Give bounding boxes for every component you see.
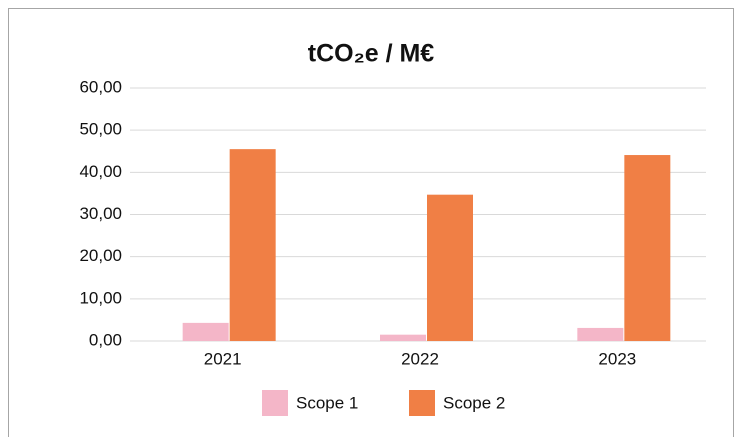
bar [427,194,473,341]
chart-title: tCO₂e / M€ [308,40,435,68]
bar [380,334,426,341]
legend-swatch [409,390,435,416]
x-tick-label: 2023 [598,349,636,368]
y-tick-label: 50,00 [79,120,122,139]
chart-border [8,8,734,437]
legend-swatch [262,390,288,416]
legend-label: Scope 2 [443,393,505,412]
bar [577,327,624,341]
y-tick-label: 40,00 [79,162,122,181]
bar [624,155,671,341]
y-tick-label: 60,00 [79,77,122,96]
y-tick-label: 10,00 [79,288,122,307]
bar [182,322,229,341]
x-tick-label: 2021 [204,349,242,368]
y-tick-label: 20,00 [79,246,122,265]
legend-label: Scope 1 [296,393,358,412]
y-tick-label: 0,00 [89,330,122,349]
bar [229,149,276,341]
y-tick-label: 30,00 [79,204,122,223]
x-tick-label: 2022 [401,349,439,368]
